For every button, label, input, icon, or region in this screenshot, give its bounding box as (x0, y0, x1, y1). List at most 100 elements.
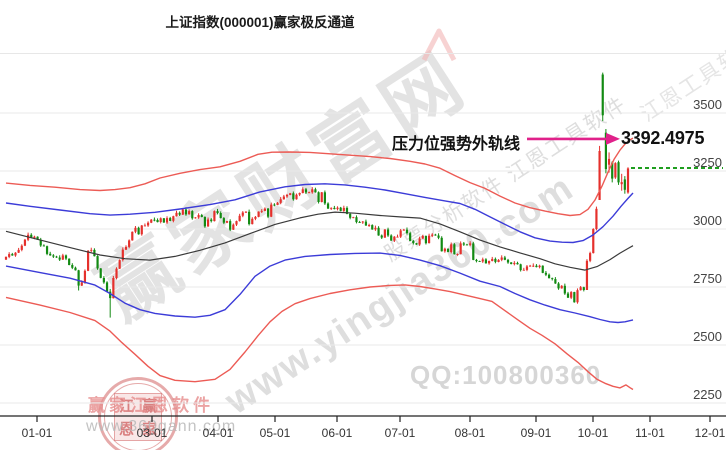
candle-body (626, 168, 630, 193)
candle-body (570, 292, 573, 298)
pressure-arrow-head-icon (606, 132, 620, 145)
candle-body (128, 240, 131, 247)
candle-body (146, 222, 150, 226)
candle-body (90, 249, 93, 251)
candle-body (102, 278, 105, 283)
candle-body (134, 227, 137, 232)
y-axis-label: 3500 (693, 97, 722, 112)
candle-body (188, 211, 191, 215)
candle-body (352, 217, 355, 219)
candle-body (472, 243, 475, 260)
candle-body (383, 229, 386, 238)
candle-body (273, 204, 276, 206)
candle-body (560, 285, 563, 289)
x-axis-label: 12-01 (694, 426, 726, 440)
candle-body (579, 287, 582, 291)
candle-body (270, 204, 273, 217)
candle-body (323, 192, 326, 204)
x-axis-label: 09-01 (520, 426, 552, 440)
candle-body (491, 258, 494, 261)
candle-body (450, 244, 453, 252)
candle-body (611, 162, 614, 179)
candle-body (289, 193, 292, 195)
candle-body (143, 225, 147, 227)
x-axis-label: 04-01 (202, 426, 234, 440)
candle-body (592, 229, 595, 254)
candle-body (276, 202, 279, 205)
candle-body (478, 261, 481, 262)
candle-body (563, 285, 566, 294)
candle-body (124, 246, 128, 250)
candle-body (424, 236, 428, 244)
candle-body (156, 220, 159, 223)
candle-body (42, 245, 45, 247)
candle-body (607, 158, 611, 165)
candle-body (64, 255, 68, 259)
candle-body (260, 210, 263, 212)
candle-body (462, 243, 465, 245)
candle-body (503, 257, 506, 260)
candle-body (576, 290, 579, 303)
candle-body (371, 225, 374, 230)
candle-body (77, 270, 80, 286)
candle-body (475, 259, 478, 262)
candle-body (175, 212, 178, 217)
candle-body (248, 211, 251, 225)
candle-body (282, 196, 285, 200)
candle-body (364, 221, 368, 226)
candle-body (494, 258, 497, 262)
candle-body (213, 211, 216, 222)
candle-body (585, 260, 589, 290)
candle-body (487, 261, 491, 264)
candle-body (326, 203, 330, 209)
candle-body (251, 218, 254, 225)
candle-body (279, 199, 282, 203)
candle-body (159, 218, 162, 222)
candle-body (20, 245, 23, 250)
x-axis-label: 05-01 (259, 426, 291, 440)
candle-body (112, 278, 115, 299)
candle-body (345, 207, 349, 214)
candle-body (219, 213, 222, 219)
candle-body (45, 246, 49, 254)
candle-body (405, 229, 409, 234)
candle-body (304, 189, 308, 193)
candle-body (453, 244, 456, 255)
candle-body (333, 207, 336, 210)
candle-body (203, 216, 207, 227)
candle-body (374, 227, 377, 230)
candle-body (80, 282, 83, 286)
candle-body (68, 258, 71, 265)
candle-body (415, 243, 418, 245)
candle-body (614, 163, 617, 178)
candle-body (49, 253, 52, 256)
candle-body (617, 162, 620, 183)
candle-body (55, 256, 58, 258)
candle-body (244, 211, 248, 213)
candle-body (96, 256, 99, 269)
x-axis-label: 07-01 (384, 426, 416, 440)
candle-body (153, 219, 156, 221)
candle-body (178, 212, 181, 215)
candle-body (74, 267, 77, 271)
candle-body (257, 211, 260, 217)
candle-body (589, 253, 592, 261)
candle-body (437, 235, 440, 238)
candle-body (519, 264, 522, 271)
candle-body (349, 213, 352, 218)
candle-body (263, 208, 266, 211)
y-axis-label: 2250 (693, 387, 722, 402)
candle-body (484, 259, 488, 264)
candle-body (541, 265, 544, 273)
candle-body (418, 238, 421, 245)
candle-body (58, 257, 61, 260)
channel-line-lower-inner-blue (5, 252, 634, 324)
x-axis-label: 08-01 (454, 426, 486, 440)
candle-body (529, 265, 532, 267)
logo-triangle-icon (421, 28, 457, 62)
candle-body (86, 250, 90, 271)
x-axis-label: 06-01 (321, 426, 353, 440)
candle-body (317, 192, 320, 202)
